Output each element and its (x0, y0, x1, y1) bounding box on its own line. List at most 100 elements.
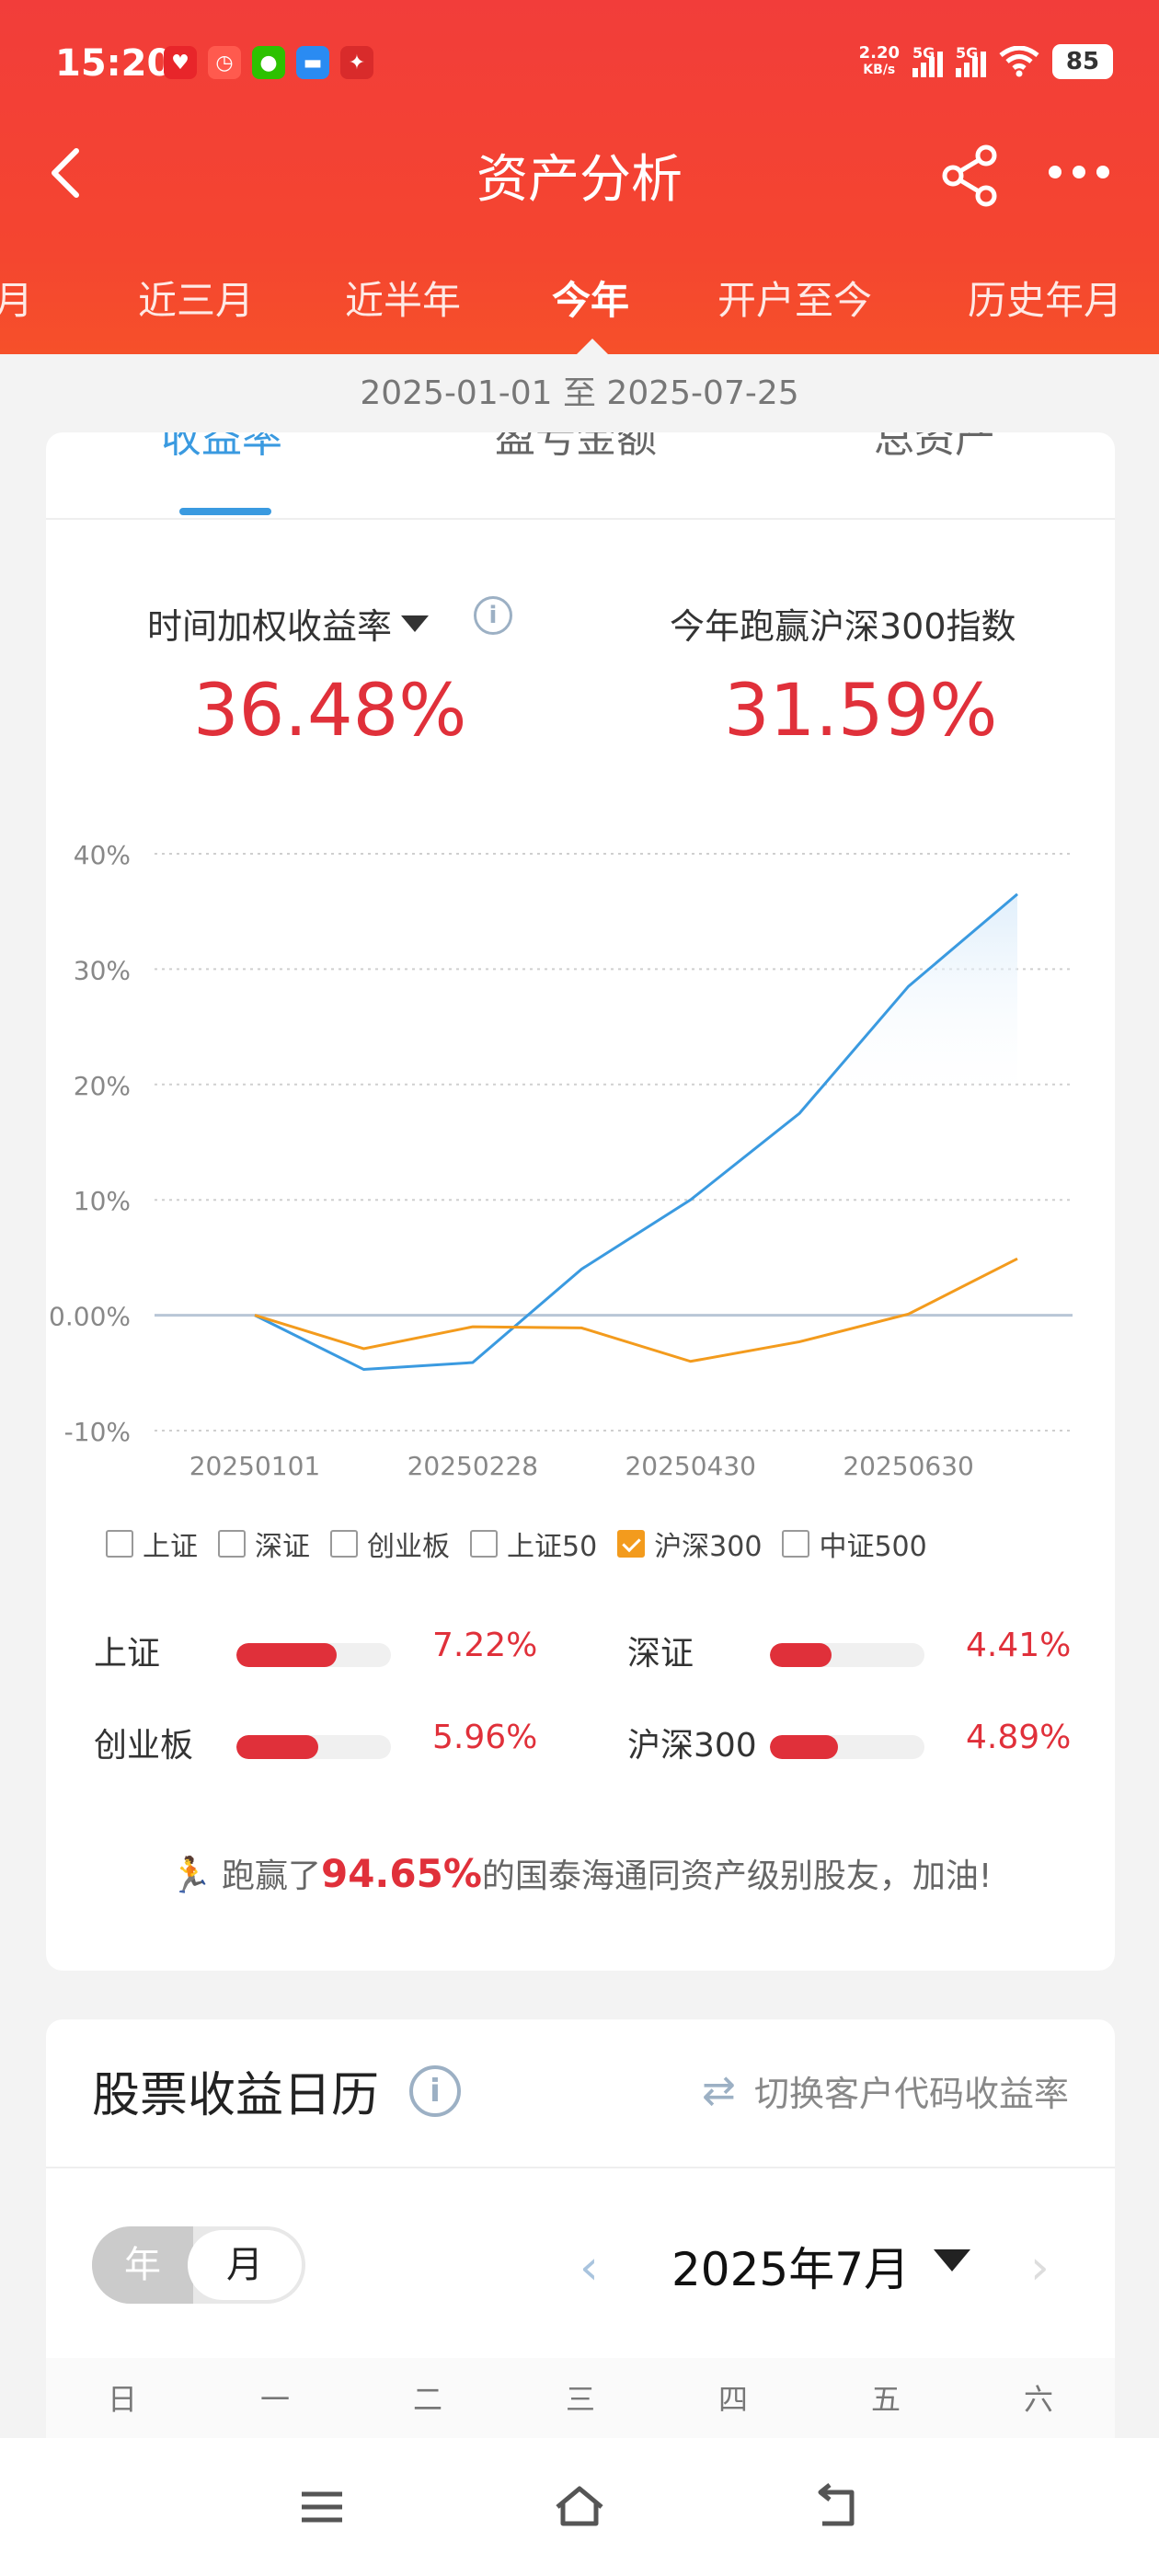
tab-this-year[interactable]: 今年 (552, 278, 630, 323)
legend-item[interactable]: 上证50 (470, 1524, 597, 1564)
system-nav-bar (0, 2438, 1159, 2576)
share-icon[interactable] (938, 143, 1003, 207)
wechat-icon: ● (252, 46, 285, 79)
x-tick-label: 20250101 (189, 1451, 321, 1481)
metric-left-value: 36.48% (193, 670, 467, 753)
y-tick-label: 10% (74, 1186, 131, 1216)
index-value: 5.96% (432, 1719, 538, 1756)
info-icon[interactable]: i (409, 2065, 461, 2117)
home-icon[interactable] (552, 2479, 607, 2535)
weekday: 四 (717, 2382, 748, 2417)
tab-one-month[interactable]: 一月 (0, 278, 34, 323)
wallet-icon: ▬ (296, 46, 329, 79)
legend-label: 中证500 (819, 1531, 927, 1563)
returns-card: 收益率 盈亏金额 总资产 时间加权收益率 i 今年跑赢沪深300指数 36.48… (46, 432, 1115, 1971)
legend-checkbox[interactable] (782, 1530, 810, 1558)
legend-item[interactable]: 上证 (106, 1524, 198, 1564)
legend-item[interactable]: 中证500 (782, 1524, 927, 1564)
index-bar (770, 1643, 924, 1667)
tab-history[interactable]: 历史年月 (968, 278, 1123, 323)
status-time: 15:20 (55, 42, 173, 85)
tab-three-months[interactable]: 近三月 (138, 278, 255, 323)
legend-checkbox[interactable] (330, 1530, 358, 1558)
subtab-profit-amount[interactable]: 盈亏金额 (495, 432, 657, 462)
y-tick-label: 30% (74, 955, 131, 985)
toggle-year[interactable]: 年 (92, 2226, 193, 2304)
date-range: 2025-01-01 至 2025-07-25 (360, 374, 799, 412)
legend-label: 创业板 (367, 1531, 450, 1563)
tab-half-year[interactable]: 近半年 (345, 278, 462, 323)
legend-label: 沪深300 (654, 1531, 763, 1563)
wifi-icon (999, 46, 1039, 77)
info-icon[interactable]: i (474, 596, 512, 635)
series-line-csi300 (254, 1257, 1018, 1363)
legend-item[interactable]: 沪深300 (617, 1524, 762, 1564)
weekday: 二 (412, 2382, 442, 2417)
index-value: 4.41% (966, 1627, 1072, 1664)
x-tick-label: 20250430 (625, 1451, 756, 1481)
swap-arrows-icon: ⇄ (702, 2067, 736, 2114)
app-notify-icon: ♥ (164, 46, 197, 79)
weekday: 五 (870, 2382, 901, 2417)
weekday: 日 (107, 2382, 137, 2417)
metric-right-value: 31.59% (724, 670, 998, 753)
tab-since-open[interactable]: 开户至今 (717, 278, 873, 323)
calendar-title: 股票收益日历 (92, 2068, 380, 2123)
clock-app-icon: ◷ (208, 46, 241, 79)
year-month-toggle[interactable]: 年 月 (92, 2226, 305, 2304)
legend-checkbox[interactable] (218, 1530, 246, 1558)
stock-calendar-card: 股票收益日历 i ⇄ 切换客户代码收益率 年 月 ‹ 2025年7月 › 日 一 … (46, 2019, 1115, 2516)
index-name: 上证 (94, 1635, 161, 1673)
legend-checkbox[interactable] (617, 1530, 646, 1558)
page-title: 资产分析 (476, 150, 683, 210)
legend-checkbox[interactable] (106, 1530, 133, 1558)
series-area (799, 893, 1017, 1114)
active-tab-indicator (576, 339, 609, 355)
status-indicators: 2.20 KB/s 5G 5G 85 (859, 44, 1113, 79)
next-month-icon[interactable]: › (1030, 2240, 1050, 2295)
back-arrow-icon[interactable] (41, 145, 97, 201)
sub-tabs: 收益率 盈亏金额 总资产 (46, 432, 1115, 520)
index-bar (236, 1735, 391, 1759)
index-name: 创业板 (94, 1727, 194, 1765)
legend-label: 上证50 (507, 1531, 598, 1563)
legend-item[interactable]: 创业板 (330, 1524, 450, 1564)
legend-label: 上证 (143, 1531, 198, 1563)
signal-5g-icon: 5G (912, 44, 943, 77)
weekday: 一 (259, 2382, 290, 2417)
series-line-return (254, 892, 1018, 1372)
y-tick-label: 40% (74, 840, 131, 870)
weekday: 六 (1023, 2382, 1053, 2417)
month-label[interactable]: 2025年7月 (671, 2243, 911, 2296)
subtab-total-assets[interactable]: 总资产 (874, 432, 995, 462)
more-icon[interactable] (1049, 166, 1109, 178)
beat-peers-text: 🏃 跑赢了94.65%的国泰海通同资产级别股友，加油! (168, 1851, 993, 1896)
subtab-return-rate[interactable]: 收益率 (161, 432, 282, 462)
menu-icon[interactable] (294, 2479, 350, 2535)
index-name: 沪深300 (627, 1727, 757, 1765)
y-tick-label: -10% (64, 1417, 131, 1447)
dropdown-triangle-icon (401, 615, 430, 632)
y-tick-label: 0.00% (49, 1302, 131, 1332)
status-bar: 15:20 ♥ ◷ ● ▬ ✦ 2.20 KB/s 5G 5G 85 (55, 35, 1113, 99)
net-speed: 2.20 KB/s (858, 43, 900, 78)
active-subtab-underline (179, 508, 271, 515)
switch-code-button[interactable]: ⇄ 切换客户代码收益率 (702, 2067, 1069, 2114)
month-dropdown-icon[interactable] (934, 2249, 970, 2271)
runner-icon: 🏃 (168, 1855, 212, 1895)
index-value: 4.89% (966, 1719, 1072, 1756)
index-value: 7.22% (432, 1627, 538, 1664)
legend-checkbox[interactable] (470, 1530, 498, 1558)
index-bar (236, 1643, 391, 1667)
legend-item[interactable]: 深证 (218, 1524, 310, 1564)
weekday: 三 (565, 2382, 595, 2417)
metric-left-selector[interactable]: 时间加权收益率 (147, 598, 430, 649)
back-icon[interactable] (809, 2479, 865, 2535)
index-bar (770, 1735, 924, 1759)
prev-month-icon[interactable]: ‹ (580, 2240, 599, 2295)
toggle-month[interactable]: 月 (188, 2230, 302, 2300)
return-line-chart[interactable]: 40% 30% 20% 10% 0.00% -10% 20250101 20250228 202… (46, 819, 1115, 1481)
period-tabs: 一月 近三月 近半年 今年 开户至今 历史年月 (0, 262, 1159, 355)
news-app-icon: ✦ (340, 46, 373, 79)
index-name: 深证 (627, 1635, 694, 1673)
